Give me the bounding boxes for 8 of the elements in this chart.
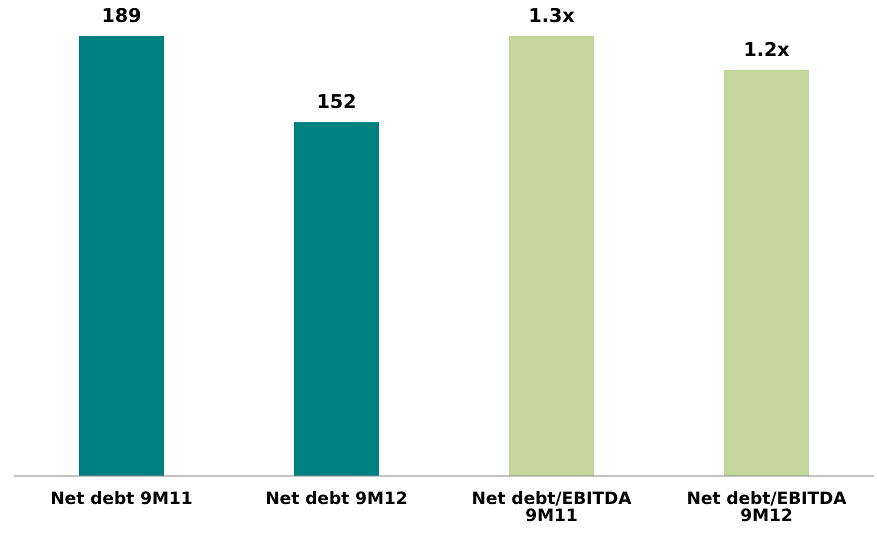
data-label: 152 (316, 91, 356, 114)
data-label: 1.3x (528, 5, 574, 27)
x-tick-label: Net debt/EBITDA 9M11 (472, 489, 632, 526)
x-tick-label: Net debt/EBITDA 9M12 (686, 489, 848, 526)
data-label: 189 (102, 5, 142, 27)
data-label: 1.2x (744, 38, 790, 61)
x-tick-label: Net debt 9M11 (50, 489, 193, 510)
x-tick-label: Net debt 9M12 (265, 489, 408, 510)
